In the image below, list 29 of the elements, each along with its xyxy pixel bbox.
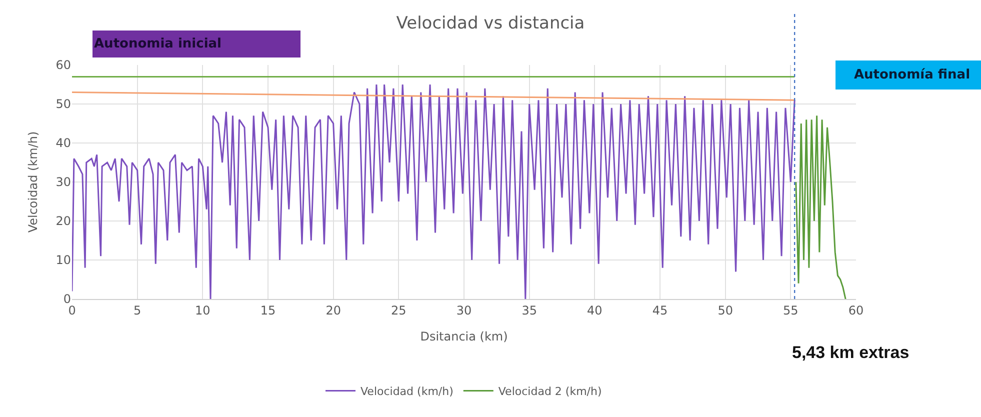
x-tick-label: 60 (848, 303, 864, 318)
x-axis-title: Dsitancia (km) (420, 329, 508, 344)
y-tick-label: 20 (56, 214, 71, 228)
x-tick-label: 55 (783, 303, 798, 318)
x-tick-label: 10 (195, 303, 210, 318)
annotation: Autonomía final (854, 68, 970, 82)
y-tick-label: 30 (56, 175, 71, 190)
y-tick-label: 40 (56, 136, 71, 150)
x-tick-label: 25 (391, 303, 406, 318)
y-tick-label: 10 (56, 253, 71, 268)
y-axis-title: Velcoidad (km/h) (26, 131, 40, 233)
y-tick-label: 60 (56, 58, 71, 72)
x-tick-label: 40 (587, 303, 602, 318)
legend-label: Velocidad (km/h) (360, 385, 454, 398)
y-tick-label: 0 (63, 292, 71, 306)
text: 5,43 km extras (792, 343, 910, 362)
x-tick-label: 45 (652, 303, 668, 318)
x-tick-label: 35 (522, 303, 537, 318)
x-tick-label: 50 (718, 303, 733, 318)
line-series (72, 84, 796, 299)
text: Autonomia inicial (94, 36, 222, 52)
y-tick-label: 50 (56, 97, 71, 112)
x-tick-label: 15 (260, 303, 276, 318)
chart-title: Velocidad vs distancia (396, 14, 585, 34)
x-tick-label: 30 (456, 303, 472, 318)
legend-label: Velocidad 2 (km/h) (498, 385, 602, 398)
x-tick-label: 5 (134, 303, 142, 318)
x-tick-label: 20 (326, 303, 341, 318)
line-series (795, 114, 846, 299)
